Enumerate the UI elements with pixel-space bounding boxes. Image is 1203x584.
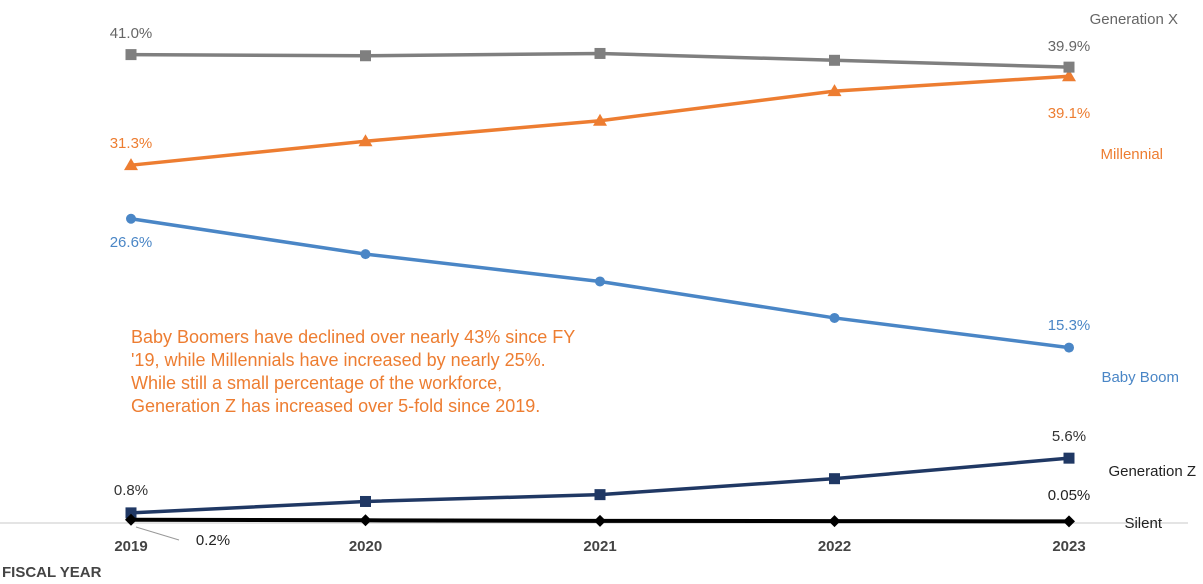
series-generation-x [125, 47, 1075, 73]
data-point-marker [125, 49, 137, 61]
data-point-marker [829, 473, 840, 485]
annotation-text: Baby Boomers have declined over nearly 4… [131, 327, 575, 416]
series-layer [124, 47, 1076, 528]
x-axis-ticks: 2019 2020 2021 2022 2023 [114, 538, 1085, 555]
annotation-line: Generation Z has increased over 5-fold s… [131, 396, 540, 416]
data-point-marker [125, 507, 137, 519]
data-point-marker [358, 134, 373, 147]
series-generation-z [125, 452, 1075, 519]
data-point-marker [594, 514, 606, 527]
data-point-marker [359, 514, 372, 527]
data-point-marker [1064, 342, 1074, 353]
series-silent [125, 513, 1075, 528]
data-label: 5.6% [1052, 428, 1086, 445]
x-tick-label: 2022 [818, 538, 851, 555]
x-tick-label: 2020 [349, 538, 382, 555]
data-point-marker [124, 158, 138, 171]
label-layer: 26.6% 15.3% Baby Boom 31.3% 39.1% Millennial 4… [110, 11, 1196, 549]
x-axis-title: FISCAL YEAR [2, 564, 102, 581]
data-point-marker [1062, 69, 1076, 82]
data-point-marker [829, 312, 840, 323]
data-point-marker [828, 515, 841, 528]
leader-line [135, 526, 180, 541]
data-point-marker [125, 513, 137, 526]
annotation-line: '19, while Millennials have increased by… [131, 350, 546, 370]
data-label: 0.05% [1048, 487, 1091, 504]
x-tick-label: 2019 [114, 538, 147, 555]
series-name-label: Baby Boom [1101, 369, 1179, 386]
series-name-label: Silent [1124, 515, 1162, 532]
series-millennial [124, 69, 1076, 171]
data-label: 41.0% [110, 25, 153, 42]
data-point-marker [829, 54, 840, 66]
data-point-marker [594, 489, 606, 501]
data-label: 0.8% [114, 482, 148, 499]
data-label: 15.3% [1048, 317, 1091, 334]
data-point-marker [593, 113, 607, 126]
data-point-marker [360, 50, 371, 62]
data-point-marker [360, 495, 371, 507]
data-label: 0.2% [196, 532, 230, 549]
x-tick-label: 2023 [1052, 538, 1085, 555]
annotation-line: While still a small percentage of the wo… [131, 373, 502, 393]
data-point-marker [1063, 515, 1075, 528]
series-line [130, 456, 1070, 515]
series-name-label: Generation X [1090, 11, 1178, 28]
data-label: 39.1% [1048, 105, 1091, 122]
data-point-marker [1063, 452, 1075, 464]
series-name-label: Generation Z [1108, 463, 1196, 480]
data-point-marker [1063, 61, 1075, 73]
x-tick-label: 2021 [583, 538, 616, 555]
data-point-marker [595, 276, 605, 287]
series-name-label: Millennial [1100, 146, 1163, 163]
data-label: 39.9% [1048, 38, 1091, 55]
data-point-marker [594, 47, 606, 59]
data-point-marker [126, 213, 136, 224]
annotation-line: Baby Boomers have declined over nearly 4… [131, 327, 575, 347]
series-baby-boom [126, 213, 1074, 353]
data-point-marker [360, 249, 371, 260]
data-label: 26.6% [110, 234, 153, 251]
data-point-marker [827, 84, 842, 97]
data-label: 31.3% [110, 135, 153, 152]
